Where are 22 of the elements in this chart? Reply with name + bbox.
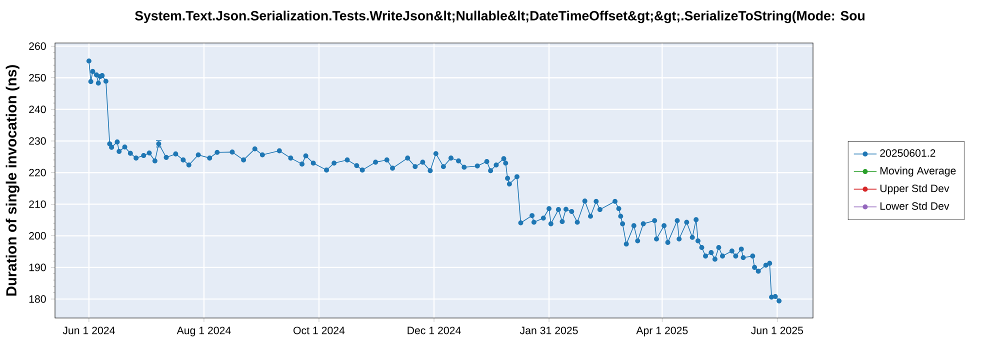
legend-label: Lower Std Dev (880, 202, 950, 210)
legend-label: Upper Std Dev (880, 184, 950, 194)
x-tick-label: Apr 1 2025 (636, 326, 688, 336)
y-tick-label: 190 (29, 264, 46, 272)
y-tick-label: 240 (29, 106, 46, 114)
y-tick-label: 230 (29, 137, 46, 145)
legend-label: 20250601.2 (880, 149, 936, 157)
x-tick-label: Aug 1 2024 (176, 326, 231, 336)
y-tick-label: 220 (29, 168, 46, 176)
y-tick-label: 250 (29, 74, 46, 82)
legend-label: Moving Average (880, 166, 956, 177)
y-tick-label: 200 (29, 232, 46, 240)
y-axis-title: Duration of single invocation (ns) (6, 65, 20, 296)
x-tick-label: Jun 1 2024 (62, 326, 115, 334)
chart-title: System.Text.Json.Serialization.Tests.WriteJson&lt;Nullable&lt;DateTimeOffset&gt;&gt;.SerializeToString(Mode: Sou (135, 10, 864, 24)
y-tick-label: 180 (29, 295, 46, 303)
y-tick-label: 260 (29, 42, 46, 50)
x-tick-label: Jan 31 2025 (520, 326, 578, 334)
x-tick-label: Jun 1 2025 (751, 326, 804, 334)
y-tick-label: 210 (29, 200, 46, 208)
x-tick-label: Dec 1 2024 (408, 326, 461, 334)
x-tick-label: Oct 1 2024 (293, 326, 345, 334)
